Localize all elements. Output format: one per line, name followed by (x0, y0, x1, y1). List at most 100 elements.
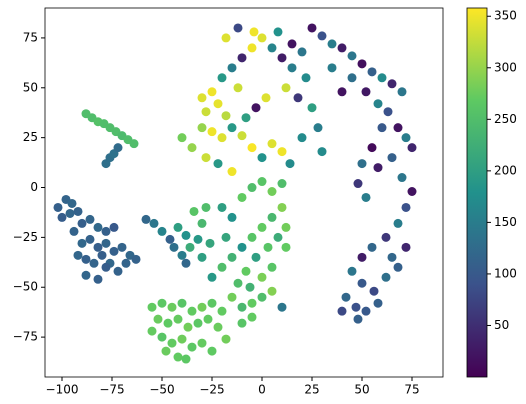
point (277, 147, 287, 157)
point (287, 39, 297, 49)
point (181, 258, 191, 268)
point (187, 306, 197, 316)
point (277, 53, 287, 63)
point (187, 143, 197, 153)
point (281, 242, 291, 252)
point (221, 334, 231, 344)
point (361, 192, 371, 202)
point (337, 306, 347, 316)
y-tick-label: 0 (30, 180, 38, 194)
x-tick-label: −50 (149, 383, 174, 397)
point (113, 266, 123, 276)
point (121, 258, 131, 268)
point (397, 87, 407, 97)
point (227, 212, 237, 222)
point (287, 63, 297, 73)
x-tick-label: −25 (199, 383, 224, 397)
point (327, 63, 337, 73)
point (197, 218, 207, 228)
point (263, 242, 273, 252)
point (157, 298, 167, 308)
point (351, 302, 361, 312)
point (237, 318, 247, 328)
point (393, 218, 403, 228)
point (381, 232, 391, 242)
point (387, 153, 397, 163)
colorbar (466, 7, 488, 378)
point (217, 73, 227, 83)
point (197, 252, 207, 262)
point (205, 238, 215, 248)
point (177, 250, 187, 260)
point (267, 187, 277, 197)
point (393, 123, 403, 133)
point (213, 159, 223, 169)
point (247, 143, 257, 153)
point (367, 67, 377, 77)
point (401, 242, 411, 252)
y-tick-label: 75 (23, 30, 38, 44)
point (241, 113, 251, 123)
point (221, 111, 231, 121)
plot-frame (44, 7, 444, 378)
point (247, 312, 257, 322)
point (285, 159, 295, 169)
y-tick-label: 50 (23, 80, 38, 94)
point (197, 338, 207, 348)
point (217, 262, 227, 272)
point (177, 298, 187, 308)
point (193, 234, 203, 244)
point (207, 272, 217, 282)
point (221, 232, 231, 242)
point (177, 334, 187, 344)
point (353, 179, 363, 189)
point (373, 298, 383, 308)
point (181, 230, 191, 240)
point (85, 234, 95, 244)
point (67, 198, 77, 208)
colorbar-tick-label: 250 (494, 112, 517, 126)
x-tick-label: 25 (304, 383, 319, 397)
point (97, 250, 107, 260)
point (197, 93, 207, 103)
point (207, 87, 217, 97)
point (157, 226, 167, 236)
point (101, 238, 111, 248)
point (207, 346, 217, 356)
y-tick-label: 25 (23, 130, 38, 144)
point (213, 322, 223, 332)
point (237, 53, 247, 63)
point (313, 123, 323, 133)
point (73, 250, 83, 260)
point (401, 133, 411, 143)
point (197, 123, 207, 133)
point (293, 93, 303, 103)
point (377, 73, 387, 83)
point (241, 266, 251, 276)
point (257, 153, 267, 163)
point (347, 51, 357, 61)
point (131, 254, 141, 264)
point (233, 278, 243, 288)
point (357, 159, 367, 169)
point (317, 147, 327, 157)
point (93, 274, 103, 284)
point (93, 242, 103, 252)
point (393, 262, 403, 272)
point (361, 87, 371, 97)
point (217, 306, 227, 316)
point (373, 163, 383, 173)
point (347, 73, 357, 83)
point (273, 27, 283, 37)
point (221, 33, 231, 43)
point (407, 143, 417, 153)
x-tick-label: 75 (404, 383, 419, 397)
point (277, 302, 287, 312)
point (113, 143, 123, 153)
point (227, 63, 237, 73)
point (89, 258, 99, 268)
point (245, 282, 255, 292)
point (301, 73, 311, 83)
point (281, 83, 291, 93)
point (233, 23, 243, 33)
